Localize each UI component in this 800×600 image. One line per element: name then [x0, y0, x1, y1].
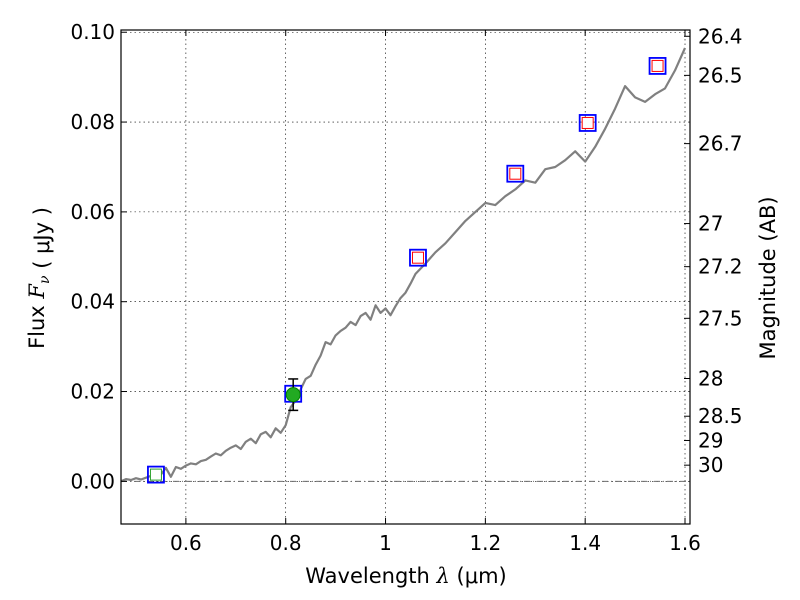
- x-axis-label: Wavelength λ (μm): [305, 564, 506, 588]
- y-tick-label: 0.08: [70, 110, 115, 134]
- y-tick-label: 0.00: [70, 469, 115, 493]
- right-tick-label: 26.5: [698, 63, 743, 87]
- model-flux-marker: [509, 167, 522, 180]
- right-tick-label: 26.7: [698, 132, 743, 156]
- model-flux-marker: [411, 251, 424, 264]
- x-tick-label: 1.2: [469, 531, 501, 555]
- spectrum-line: [120, 47, 687, 483]
- x-tick-label: 0.6: [170, 531, 202, 555]
- right-tick-label: 29: [698, 428, 723, 452]
- right-tick-label: 27: [698, 212, 723, 236]
- model-flux-marker: [149, 468, 162, 481]
- photometry-points: [147, 57, 667, 484]
- x-tick-label: 1.4: [569, 531, 601, 555]
- right-tick-label: 27.2: [698, 255, 743, 279]
- y-tick-label: 0.06: [70, 200, 115, 224]
- model-flux-marker: [651, 59, 664, 72]
- x-axis-ticks: 0.6 0.8 1 1.2 1.4 1.6: [170, 30, 701, 555]
- photometry-square-marker: [578, 114, 597, 132]
- photometry-square-marker: [506, 164, 525, 183]
- photometry-square-marker: [147, 465, 165, 484]
- right-tick-label: 27.5: [698, 306, 743, 330]
- right-tick-label: 28.5: [698, 404, 743, 428]
- x-tick-label: 1: [379, 531, 392, 555]
- photometry-square-marker: [648, 57, 667, 75]
- y-axis-ticks: 0.00 0.02 0.04 0.06 0.08 0.10: [70, 20, 127, 493]
- plot-frame: [120, 29, 691, 525]
- photometry-square-marker: [409, 248, 427, 267]
- right-tick-label: 30: [698, 453, 723, 477]
- x-tick-label: 0.8: [270, 531, 302, 555]
- right-axis-label: Magnitude (AB): [756, 196, 780, 359]
- y-tick-label: 0.02: [70, 380, 115, 404]
- x-tick-label: 1.6: [669, 531, 701, 555]
- observed-flux-point: [285, 387, 301, 403]
- right-tick-label: 26.4: [698, 24, 743, 48]
- y-tick-label: 0.04: [70, 290, 115, 314]
- grid-lines: [121, 30, 690, 524]
- y-axis-label: Flux Fν ( μJy ): [25, 207, 54, 349]
- right-tick-label: 28: [698, 366, 723, 390]
- y-tick-label: 0.10: [70, 20, 115, 44]
- spectrum-series: [120, 47, 687, 483]
- model-flux-marker: [581, 116, 594, 129]
